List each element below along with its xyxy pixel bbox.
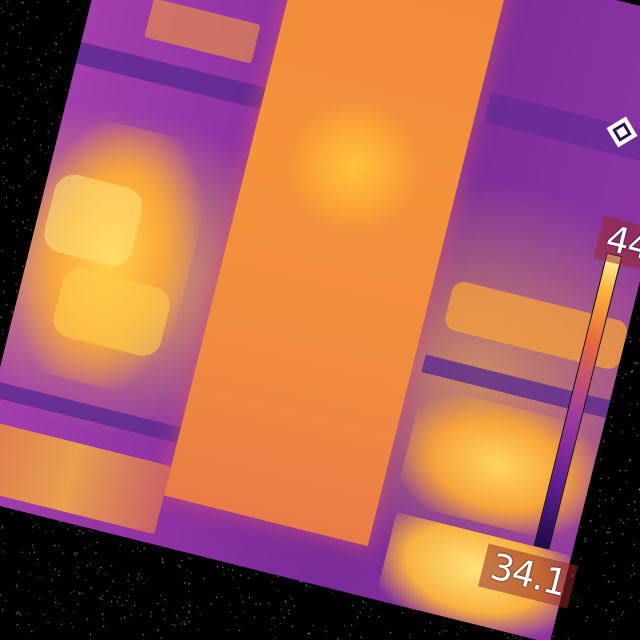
thermal-image [0,0,640,640]
thermal-frame [0,0,640,640]
